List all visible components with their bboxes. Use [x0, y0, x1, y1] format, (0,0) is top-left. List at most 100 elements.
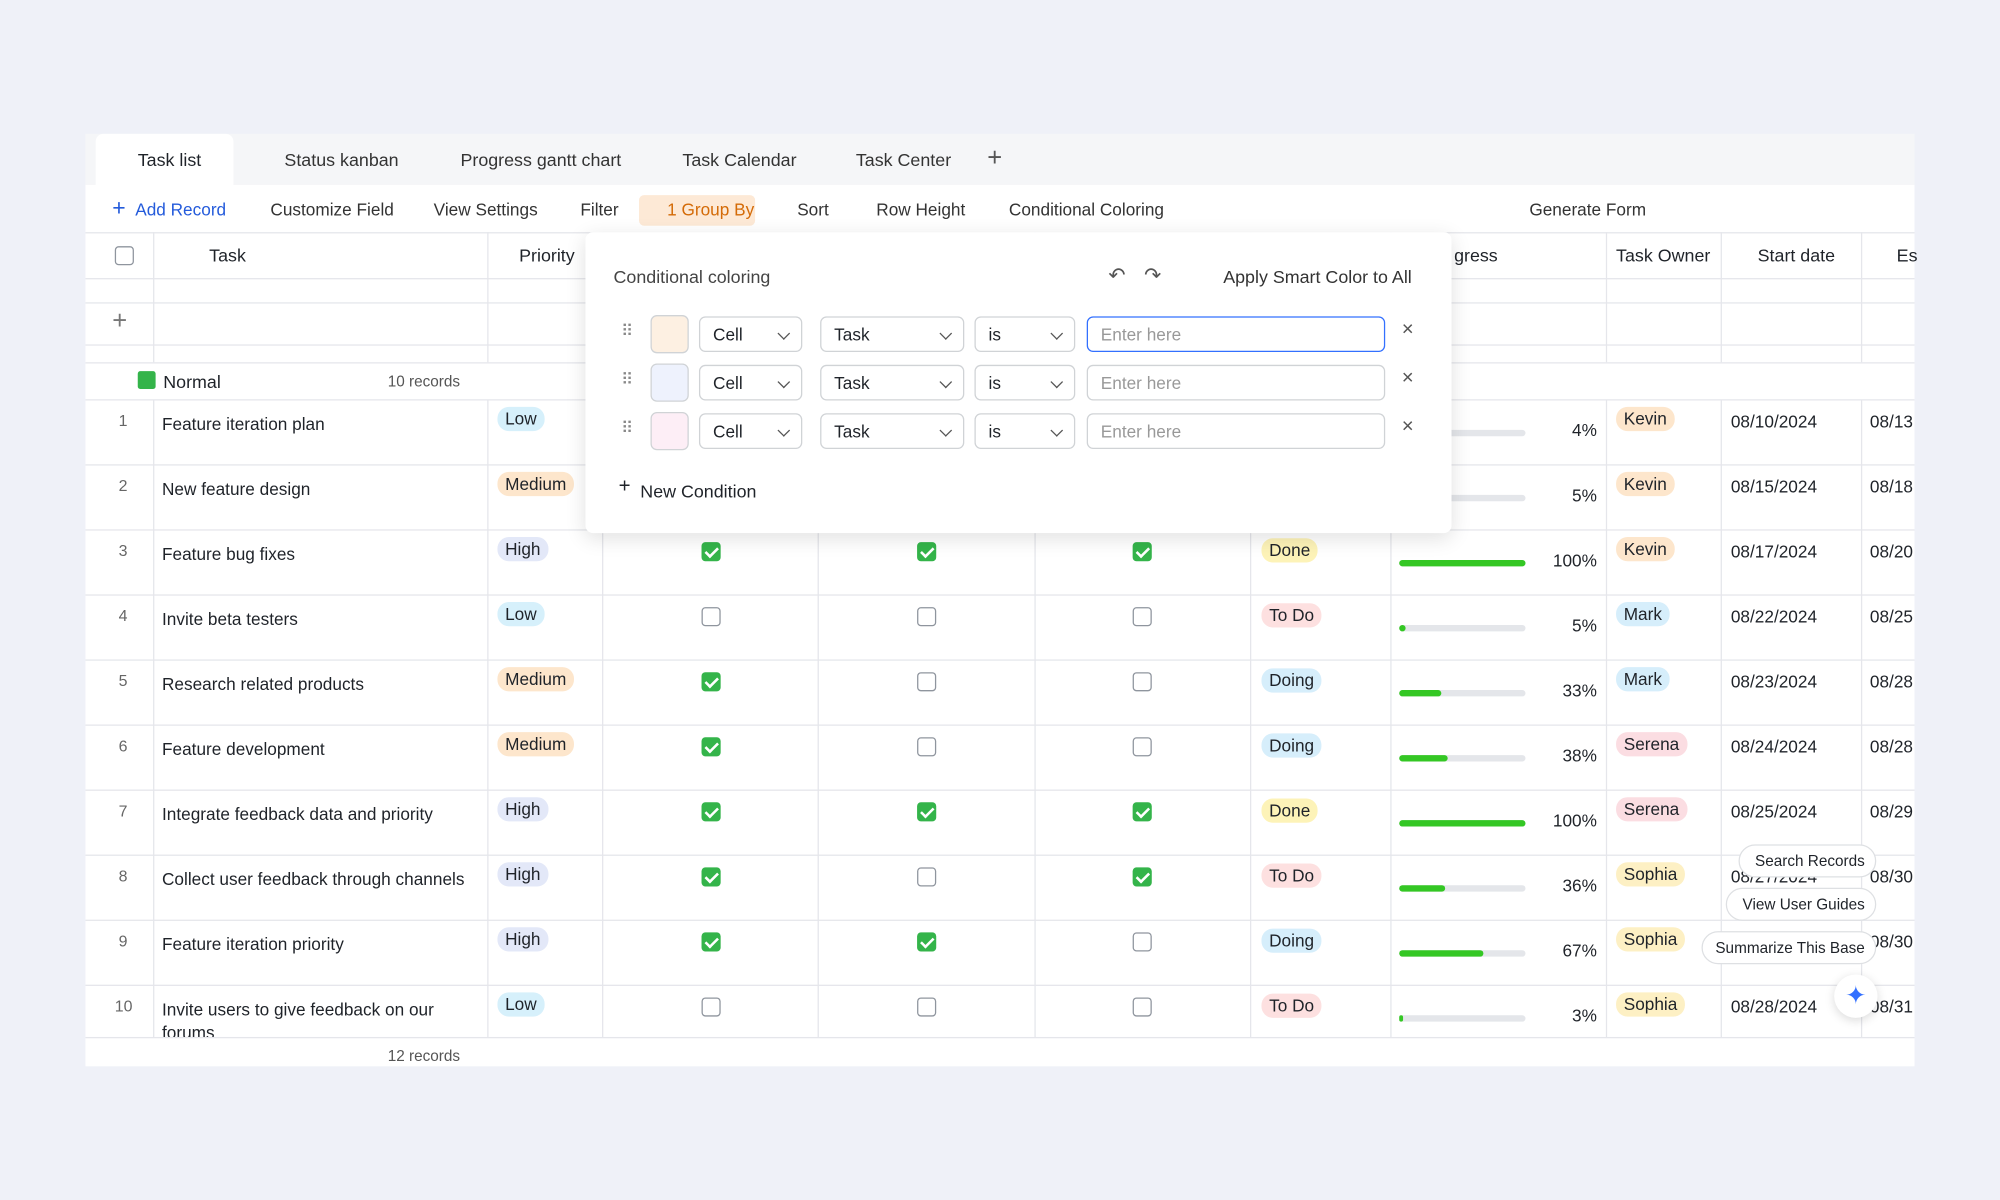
priority-pill: High: [497, 862, 549, 887]
toolbar-item[interactable]: Filter: [580, 200, 619, 220]
owner-pill: Kevin: [1616, 536, 1675, 562]
col-line: [1860, 232, 1863, 1037]
color-swatch[interactable]: [650, 315, 689, 354]
est-date: 08/28: [1869, 737, 1913, 757]
smart-color[interactable]: Apply Smart Color to All: [1223, 266, 1412, 287]
est-date: 08/30: [1869, 932, 1913, 952]
group-count[interactable]: 10 records: [387, 372, 461, 391]
toolbar-item[interactable]: Customize Field: [270, 200, 394, 220]
row-number: 2: [118, 477, 128, 495]
toolbar-item[interactable]: 1 Group By: [667, 200, 755, 220]
row-number: 8: [118, 867, 128, 886]
col-line: [153, 232, 155, 1037]
remove-condition[interactable]: ×: [1401, 318, 1414, 341]
undo[interactable]: ↶: [1108, 265, 1126, 287]
checkbox: [917, 672, 937, 692]
est-date: 08/29: [1869, 802, 1913, 822]
header-owner: Task Owner: [1616, 244, 1711, 266]
start-date: 08/22/2024: [1730, 607, 1818, 627]
select-field[interactable]: Task: [820, 413, 965, 449]
checkbox: [917, 607, 937, 627]
col-line: [1720, 232, 1722, 1037]
tab[interactable]: Task list: [137, 149, 202, 170]
ai-button[interactable]: ✦: [1834, 974, 1878, 1018]
col-line: [1034, 232, 1036, 1037]
toolbar-item[interactable]: Conditional Coloring: [1008, 200, 1164, 220]
checkbox: [1132, 542, 1152, 562]
status-pill: Doing: [1261, 733, 1322, 758]
progress-fill: [1399, 820, 1526, 827]
checkbox: [1132, 867, 1152, 887]
toolbar-item[interactable]: Sort: [797, 200, 829, 220]
progress-label: 38%: [1562, 746, 1597, 766]
assist-button[interactable]: Summarize This Base: [1701, 931, 1877, 965]
select-scope[interactable]: Cell: [698, 413, 803, 449]
row-number: 1: [118, 411, 128, 430]
priority-pill: Low: [497, 602, 545, 627]
assist-button[interactable]: View User Guides: [1725, 887, 1877, 921]
select-scope[interactable]: Cell: [698, 364, 803, 401]
select-scope[interactable]: Cell: [698, 316, 803, 353]
header-start: Start date: [1757, 244, 1836, 266]
value-input[interactable]: Enter here: [1086, 413, 1386, 449]
checkbox: [917, 737, 937, 757]
progress-fill: [1399, 885, 1445, 892]
tab[interactable]: Task Center: [855, 149, 952, 170]
priority-pill: High: [497, 927, 549, 952]
add-icon: +: [112, 195, 126, 221]
checkbox: [1132, 802, 1152, 822]
owner-pill: Sophia: [1616, 992, 1685, 1017]
drag-handle[interactable]: ⠿: [621, 369, 634, 390]
drag-handle[interactable]: ⠿: [621, 418, 634, 438]
toolbar-right[interactable]: Generate Form: [1529, 200, 1647, 220]
checkbox: [917, 997, 937, 1017]
priority-pill: Low: [497, 406, 545, 432]
task-cell: Integrate feedback data and priority: [161, 804, 433, 824]
select-op[interactable]: is: [974, 413, 1076, 449]
row: [85, 854, 1915, 921]
new-condition[interactable]: New Condition: [640, 480, 757, 502]
progress-fill: [1399, 690, 1441, 697]
progress-label: 100%: [1552, 551, 1597, 571]
priority-pill: Low: [497, 992, 545, 1017]
new-condition-icon[interactable]: +: [618, 475, 631, 498]
status-pill: Done: [1261, 538, 1318, 563]
status-pill: Doing: [1261, 928, 1322, 953]
remove-condition[interactable]: ×: [1401, 367, 1414, 390]
row-number: 10: [114, 997, 133, 1016]
owner-pill: Sophia: [1616, 862, 1685, 887]
checkbox: [701, 802, 721, 822]
toolbar-item[interactable]: View Settings: [433, 200, 538, 220]
progress-track: [1399, 755, 1526, 762]
value-input[interactable]: Enter here: [1086, 316, 1386, 353]
row-number: 9: [118, 932, 128, 951]
drag-handle[interactable]: ⠿: [621, 321, 634, 341]
assist-label: Summarize This Base: [1715, 938, 1865, 957]
redo[interactable]: ↷: [1144, 265, 1162, 287]
start-date: 08/15/2024: [1730, 477, 1818, 497]
checkbox: [917, 802, 937, 822]
footer-row: [85, 1036, 1915, 1067]
select-op[interactable]: is: [974, 316, 1076, 353]
checkbox: [1132, 737, 1152, 757]
color-swatch[interactable]: [650, 411, 689, 451]
select-field[interactable]: Task: [820, 364, 965, 401]
select-field[interactable]: Task: [820, 316, 965, 353]
assist-button[interactable]: Search Records: [1738, 844, 1877, 878]
toolbar-item[interactable]: Add Record: [135, 200, 227, 220]
checkbox: [1132, 672, 1152, 692]
col-line: [602, 232, 604, 1037]
remove-condition[interactable]: ×: [1401, 415, 1414, 438]
tab[interactable]: Task Calendar: [682, 149, 797, 170]
col-line: [487, 232, 489, 1037]
owner-pill: Kevin: [1616, 471, 1675, 497]
color-swatch[interactable]: [650, 363, 689, 402]
toolbar-item[interactable]: Row Height: [876, 200, 966, 220]
tab[interactable]: Status kanban: [284, 149, 399, 170]
select-op[interactable]: is: [974, 364, 1076, 401]
tab[interactable]: Progress gantt chart: [460, 149, 622, 170]
tab-bar: [85, 133, 1915, 185]
value-input[interactable]: Enter here: [1086, 364, 1386, 401]
est-date: 08/20: [1869, 542, 1913, 562]
status-pill: Done: [1261, 798, 1318, 823]
